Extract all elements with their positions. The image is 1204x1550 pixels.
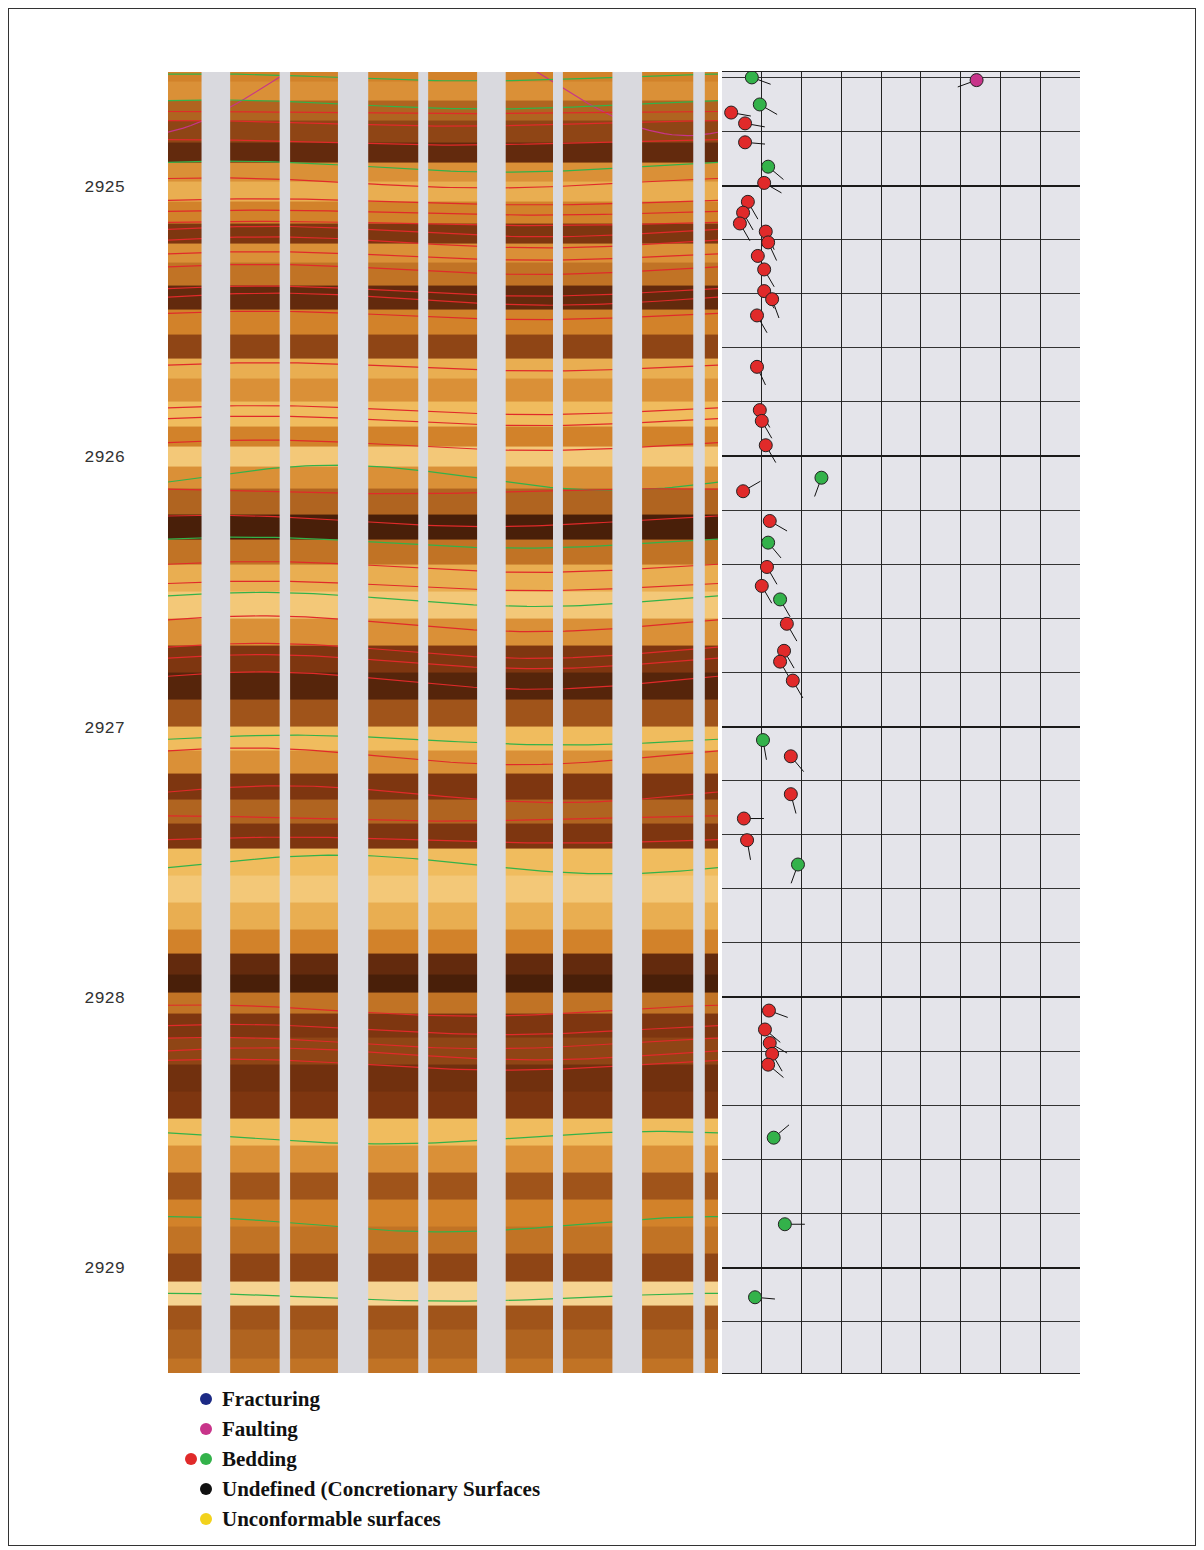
svg-text:2926: 2926 xyxy=(84,448,125,467)
svg-text:2929: 2929 xyxy=(84,1259,125,1278)
html-text:Bedding: Bedding xyxy=(222,1446,297,1471)
html-text:Undefined (Concretionary Surfa: Undefined (Concretionary Surfaces xyxy=(222,1476,541,1501)
html-text:Fracturing: Fracturing xyxy=(222,1386,320,1411)
svg-text:2927: 2927 xyxy=(84,719,125,738)
html-text:Faulting: Faulting xyxy=(222,1416,298,1441)
svg-text:2928: 2928 xyxy=(84,989,125,1008)
html-text:Unconformable surfaces: Unconformable surfaces xyxy=(222,1506,441,1531)
svg-text:2925: 2925 xyxy=(84,178,125,197)
